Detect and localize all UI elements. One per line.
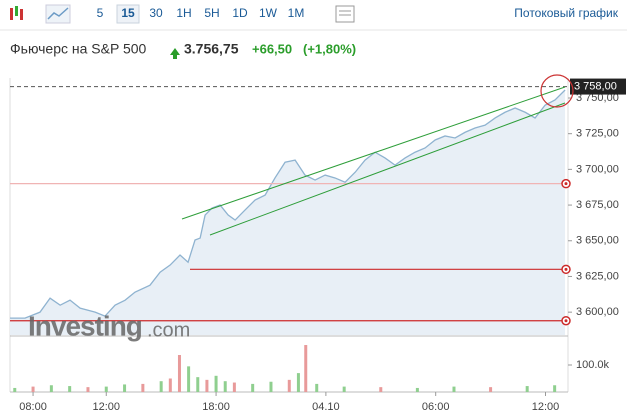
area-fill <box>10 89 566 335</box>
volume-bar <box>269 381 273 392</box>
volume-bar <box>232 382 236 392</box>
y-tick-label: 3 750,00 <box>576 92 619 104</box>
change-percent: (+1,80%) <box>303 41 356 56</box>
streaming-link[interactable]: Потоковый график <box>514 6 618 20</box>
volume-bar <box>13 387 17 392</box>
y-tick-label: 3 675,00 <box>576 199 619 211</box>
interval-button[interactable]: 1H <box>176 6 191 20</box>
interval-button[interactable]: 5H <box>204 6 219 20</box>
x-tick-label: 12:00 <box>532 401 560 413</box>
active-interval-box <box>116 4 140 24</box>
x-tick-label: 12:00 <box>92 401 120 413</box>
level-handle-dot <box>564 182 568 186</box>
price: 3.756,75 <box>184 41 239 57</box>
volume-bar <box>177 355 181 392</box>
highlight-circle <box>540 74 574 108</box>
volume-bar <box>187 366 191 392</box>
volume-bar <box>214 375 218 392</box>
volume-bar <box>205 379 209 392</box>
instrument-title: Фьючерс на S&P 500 <box>10 41 147 57</box>
volume-bar <box>49 385 53 392</box>
current-price-label: 3 758,00 <box>574 80 617 92</box>
price-line <box>10 89 566 319</box>
interval-button[interactable]: 1D <box>232 6 248 20</box>
volume-bar <box>379 387 383 392</box>
y-tick-label: 3 600,00 <box>576 306 619 318</box>
volume-bar <box>452 386 456 392</box>
channel-upper <box>181 86 566 220</box>
volume-bar <box>223 381 227 392</box>
level-handle-dot <box>564 267 568 271</box>
volume-bar <box>104 386 108 392</box>
volume-bar <box>525 386 529 392</box>
volume-bar <box>296 373 300 392</box>
volume-bar <box>141 383 145 392</box>
y-tick-label: 3 625,00 <box>576 270 619 282</box>
interval-button[interactable]: 1M <box>288 6 305 20</box>
volume-bar <box>168 378 172 392</box>
volume-bar <box>68 386 72 392</box>
change: +66,50 <box>252 41 292 56</box>
volume-bar <box>31 386 35 392</box>
volume-bar <box>489 387 493 392</box>
volume-bar <box>415 387 419 392</box>
candle-icon[interactable] <box>10 6 23 20</box>
volume-bar <box>86 387 90 392</box>
volume-bar <box>287 379 291 392</box>
watermark-suffix: .com <box>147 319 190 341</box>
volume-bar <box>123 384 127 392</box>
y-tick-label: 3 725,00 <box>576 128 619 140</box>
interval-button[interactable]: 1W <box>259 6 278 20</box>
volume-bar <box>159 381 163 392</box>
volume-bar <box>342 386 346 392</box>
interval-button[interactable]: 15 <box>121 6 135 20</box>
up-arrow <box>170 48 180 59</box>
table-icon[interactable] <box>335 5 355 23</box>
area-icon[interactable] <box>45 4 71 24</box>
y-tick-label: 100.0k <box>576 359 610 371</box>
y-tick-label: 3 700,00 <box>576 163 619 175</box>
interval-button[interactable]: 30 <box>149 6 163 20</box>
level-handle-dot <box>564 319 568 323</box>
volume-bar <box>315 383 319 392</box>
x-tick-label: 06:00 <box>422 401 450 413</box>
channel-lower <box>209 102 566 236</box>
y-tick-label: 3 650,00 <box>576 235 619 247</box>
volume-bar <box>304 345 308 392</box>
interval-button[interactable]: 5 <box>97 6 104 20</box>
volume-bar <box>196 377 200 392</box>
volume-bar <box>553 385 557 392</box>
current-price-box <box>570 78 626 95</box>
x-tick-label: 18:00 <box>202 401 230 413</box>
watermark-brand: Investing <box>28 310 142 341</box>
x-tick-label: 04.10 <box>312 401 340 413</box>
x-tick-label: 08:00 <box>19 401 47 413</box>
volume-bar <box>251 383 255 392</box>
